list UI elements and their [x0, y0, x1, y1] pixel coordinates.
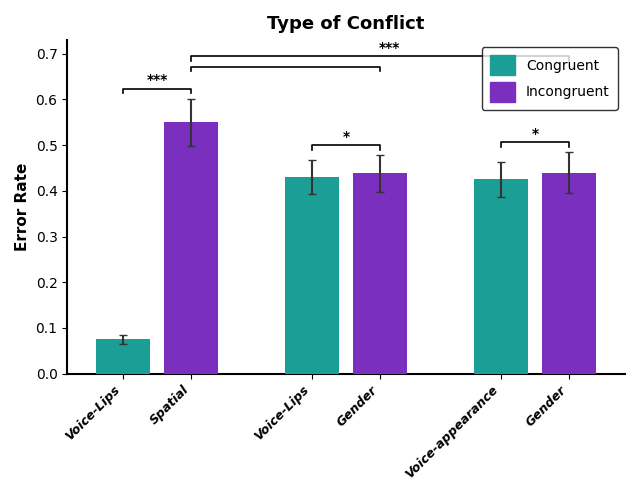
Bar [353, 174, 407, 373]
Text: ***: *** [147, 73, 168, 87]
Text: *: * [342, 130, 349, 144]
Legend: Congruent, Incongruent: Congruent, Incongruent [481, 47, 618, 110]
Text: ***: *** [379, 41, 400, 55]
Bar [164, 123, 218, 373]
Bar [285, 177, 339, 373]
Text: *: * [531, 126, 539, 140]
Bar [542, 173, 596, 373]
Bar [474, 180, 528, 373]
Bar [96, 339, 150, 373]
Y-axis label: Error Rate: Error Rate [15, 163, 30, 251]
Title: Type of Conflict: Type of Conflict [268, 15, 425, 33]
